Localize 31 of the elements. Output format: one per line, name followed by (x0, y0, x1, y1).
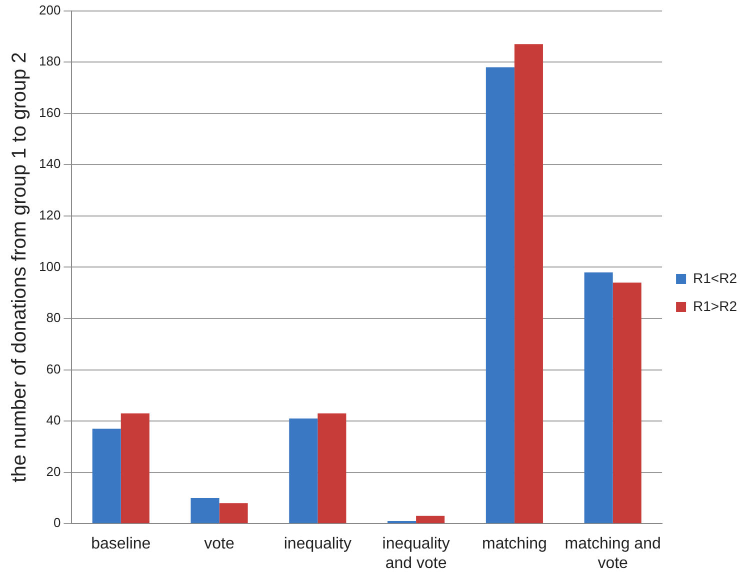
x-tick-label: inequality and vote (382, 536, 450, 572)
bar (514, 44, 543, 524)
y-tick-label: 160 (38, 104, 61, 120)
x-tick-label: baseline (91, 536, 151, 553)
x-tick-label: matching (482, 536, 547, 553)
y-tick-label: 80 (46, 310, 61, 326)
y-tick-label: 100 (38, 258, 61, 274)
bar (612, 282, 642, 524)
legend-label: R1>R2 (693, 298, 738, 314)
bar (219, 503, 248, 524)
bar (486, 67, 514, 524)
y-axis-title: the number of donations from group 1 to group 2 (8, 52, 31, 482)
x-tick-label: matching and vote (564, 536, 661, 572)
legend-label: R1<R2 (693, 270, 738, 286)
bar (318, 413, 346, 524)
bar (190, 498, 220, 524)
bar (416, 516, 445, 524)
bar (584, 272, 613, 524)
bar (120, 413, 150, 524)
y-tick-label: 0 (53, 515, 61, 530)
x-tick-label: vote (204, 536, 234, 553)
y-tick-label: 120 (38, 208, 61, 222)
bar (92, 428, 121, 524)
y-tick-label: 40 (46, 412, 61, 428)
y-tick-label: 60 (46, 361, 61, 376)
y-tick-label: 200 (38, 2, 61, 18)
x-tick-label: inequality (284, 536, 352, 553)
bar (289, 418, 318, 524)
y-tick-label: 180 (38, 54, 61, 69)
y-tick-label: 20 (46, 464, 61, 479)
y-tick-label: 140 (38, 156, 61, 172)
